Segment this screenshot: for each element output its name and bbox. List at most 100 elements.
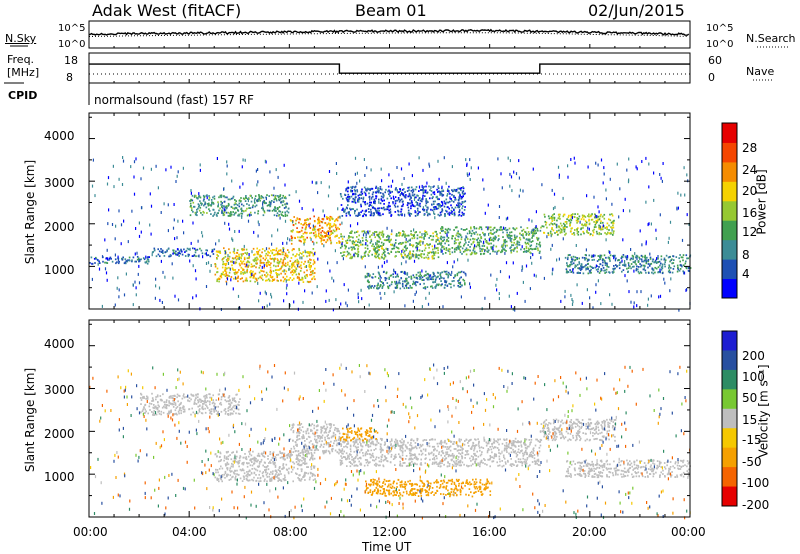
power-cell [424, 244, 426, 247]
power-cell [270, 270, 272, 273]
power-cell [626, 258, 628, 261]
power-cell [207, 254, 210, 256]
power-cell [484, 249, 486, 253]
power-cell [477, 166, 479, 170]
power-cell [432, 196, 434, 198]
velocity-cell [143, 412, 146, 415]
power-cell [475, 227, 478, 230]
power-cell [571, 213, 573, 216]
power-cell [460, 214, 463, 217]
power-cell [414, 255, 417, 258]
power-cell [282, 194, 284, 197]
power-cell [570, 256, 573, 259]
power-cell [413, 193, 416, 196]
power-cell [265, 263, 267, 266]
power-cell [242, 271, 244, 274]
power-cell [371, 253, 373, 256]
power-cell [611, 213, 613, 215]
velocity-cell [225, 400, 228, 403]
power-cell [354, 192, 356, 196]
power-cell [488, 226, 490, 229]
power-cell [347, 211, 350, 214]
power-cell [445, 247, 448, 249]
power-cell [441, 249, 443, 253]
power-cell [475, 231, 477, 234]
power-cell [533, 232, 535, 235]
power-cell [469, 246, 471, 248]
power-cell [228, 255, 231, 258]
power-cell [350, 189, 352, 192]
power-cell [553, 192, 556, 196]
power-cell [360, 211, 362, 214]
power-cell [682, 259, 684, 262]
power-cell [429, 251, 431, 254]
power-cell [394, 255, 396, 258]
power-cell [275, 199, 278, 202]
power-cell [660, 176, 662, 180]
power-cell [404, 254, 406, 257]
power-cell [357, 253, 360, 256]
power-cell [652, 258, 654, 261]
power-cell [394, 211, 397, 213]
power-cell [612, 234, 614, 236]
power-cell [558, 175, 560, 179]
velocity-cell [301, 459, 303, 462]
power-cell [382, 234, 385, 237]
power-cell [178, 255, 180, 257]
power-cell [423, 279, 425, 281]
power-cell [562, 237, 564, 241]
power-cell [492, 236, 495, 239]
power-cell [221, 204, 223, 207]
power-cell [109, 256, 112, 259]
power-cell [430, 208, 432, 211]
power-cell [405, 249, 408, 252]
power-cell [385, 208, 387, 211]
power-cell [302, 238, 305, 241]
velocity-cell [243, 472, 246, 475]
power-cell [423, 253, 425, 256]
velocity-cell [241, 469, 244, 471]
velocity-cell [155, 398, 157, 401]
power-cell [389, 191, 392, 194]
power-cell [403, 177, 405, 180]
power-cell [562, 196, 564, 200]
power-cell [250, 214, 252, 216]
power-cell [515, 227, 518, 230]
power-cell [507, 216, 509, 220]
power-cell [314, 225, 317, 228]
power-cell [195, 211, 197, 215]
velocity-cell [224, 476, 226, 479]
power-cell [225, 211, 228, 214]
power-cell [268, 204, 271, 206]
power-cell [135, 260, 137, 263]
power-cell [263, 210, 266, 213]
velocity-cell [251, 458, 253, 461]
power-cell [599, 270, 602, 273]
power-cell [382, 213, 384, 216]
velocity-cell [224, 408, 227, 410]
velocity-cell [227, 458, 229, 461]
power-cell [610, 221, 613, 224]
power-cell [372, 195, 374, 198]
power-cell [422, 241, 424, 245]
power-cell [621, 259, 623, 263]
power-cell [412, 188, 415, 191]
power-cell [298, 221, 300, 224]
power-cell [248, 257, 250, 260]
power-cell [576, 258, 578, 260]
power-cell [385, 239, 388, 242]
power-cell [320, 240, 322, 243]
power-cell [449, 192, 451, 195]
power-cell [490, 246, 492, 248]
power-cell [259, 291, 261, 295]
power-cell [210, 264, 212, 267]
power-cell [297, 218, 299, 221]
power-cell [190, 191, 192, 195]
power-cell [432, 275, 435, 278]
power-cell [278, 249, 281, 252]
power-cell [256, 279, 258, 282]
power-cell [379, 214, 382, 217]
power-cell [551, 228, 553, 230]
velocity-cell [260, 460, 262, 463]
power-cell [246, 214, 249, 217]
